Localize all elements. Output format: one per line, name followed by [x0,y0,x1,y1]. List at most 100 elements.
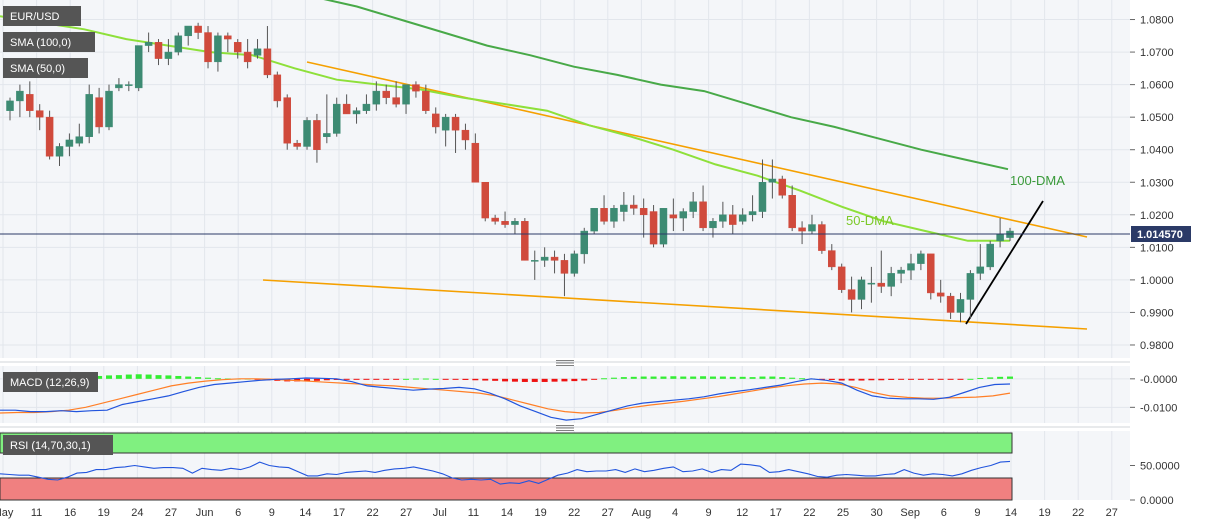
candle-bearish [639,208,648,216]
time-tick-label: 22 [1072,507,1084,519]
candle-bullish [768,178,777,183]
sma100-line [323,0,1009,171]
candle-bullish [441,116,450,131]
time-tick-label: May [0,507,14,519]
time-tick-label: 14 [501,507,513,519]
resize-handle-icon[interactable] [556,425,574,431]
candle-bearish [927,253,935,294]
candles-layer [6,22,1014,323]
macd-hist-bar-negative [828,378,835,380]
candle-bullish [6,100,14,111]
candle-bearish [293,142,301,147]
candle-bearish [837,266,846,290]
macd-hist-bar-positive [779,377,786,379]
macd-hist-bar-positive [610,377,617,379]
candle-bearish [382,90,390,98]
macd-line [0,377,1011,421]
macd-hist-bar-negative [502,378,509,382]
price-tick-label: 0.9800 [1140,340,1174,352]
macd-hist-bar-positive [175,375,182,379]
legend-rsi: RSI (14,70,30,1) [10,440,91,452]
candle-bearish [313,120,321,150]
candle-bearish [422,90,430,111]
time-tick-label: 19 [534,507,546,519]
candle-bearish [243,51,252,63]
candle-bullish [857,279,866,300]
candle-bullish [125,84,133,86]
price-tick-label: 1.0300 [1140,177,1174,189]
macd-hist-bar-positive [987,377,994,379]
time-tick-label: 12 [736,507,748,519]
candle-bearish [26,94,34,111]
lower-channel-trendline[interactable] [262,279,1088,330]
macd-tick-label: -0.0000 [1140,374,1177,386]
legend-sma100: SMA (100,0) [10,37,71,49]
candle-bullish [16,90,24,102]
candle-bullish [976,266,985,274]
candle-bearish [451,116,460,131]
macd-hist-bar-negative [947,378,954,380]
price-tick-label: 1.0600 [1140,80,1174,92]
candle-bearish [481,182,489,219]
candle-bullish [620,204,628,212]
time-tick-label: 9 [706,507,712,519]
legend-sma100-bg[interactable] [3,32,95,52]
time-tick-label: 17 [333,507,345,519]
candle-bullish [758,182,767,212]
candle-bearish [412,84,420,92]
candle-bearish [600,208,608,222]
candle-bullish [164,51,173,59]
macd-hist-bar-negative [353,378,360,380]
candle-bullish [105,90,113,128]
time-tick-label: 30 [870,507,882,519]
macd-hist-bar-positive [680,376,687,379]
time-axis: May 11 16 19 24 27 Jun 6 9 14 17 22 27 Jul 11 14 19 22 27 A… [0,507,1118,519]
time-tick-label: 11 [468,507,479,519]
rsi-axis: 50.0000 0.0000 [1130,461,1180,507]
macd-hist-bar-positive [739,376,746,379]
candle-bullish [570,253,579,274]
candle-bullish [402,84,410,105]
legend-sma50-bg[interactable] [3,58,88,78]
rsi-tick-label: 50.0000 [1140,461,1180,473]
time-tick-label: 6 [941,507,947,519]
time-tick-label: 22 [568,507,580,519]
price-tick-label: 1.0700 [1140,47,1174,59]
price-tick-label: 1.0100 [1140,242,1174,254]
macd-hist-bar-positive [195,377,202,379]
macd-hist-bar-positive [690,376,697,379]
legend-macd-bg[interactable] [3,372,98,392]
legend-rsi-bg[interactable] [3,435,113,455]
macd-hist-bar-negative [531,378,538,382]
candle-bearish [471,142,480,183]
candle-bullish [75,136,84,144]
candle-bullish [65,139,74,147]
macd-hist-bar-positive [759,376,766,379]
macd-hist-bar-negative [848,378,855,381]
candle-bullish [352,110,361,115]
price-tick-label: 1.0200 [1140,210,1174,222]
candle-bearish [828,250,836,268]
candle-bullish [303,120,311,147]
candle-bullish [590,208,598,232]
time-tick-label: 14 [1005,507,1017,519]
candle-bullish [907,263,915,271]
macd-hist-bar-positive [185,376,192,379]
macd-hist-bar-positive [700,376,707,379]
price-tick-label: 1.0500 [1140,112,1174,124]
macd-hist-bar-positive [630,376,637,379]
support-trendline[interactable] [965,200,1044,325]
annotation-100-dma: 100-DMA [1010,173,1065,188]
macd-hist-bar-positive [650,376,657,379]
macd-hist-bar-positive [125,374,132,379]
candle-bearish [95,97,103,128]
candle-bearish [461,129,470,141]
candle-bullish [332,103,341,134]
upper-channel-trendline[interactable] [306,61,1088,238]
candle-bullish [144,42,153,46]
candle-bullish [531,260,539,262]
macd-hist-bar-negative [581,378,588,381]
macd-hist-bar-negative [373,378,380,380]
resize-handle-icon[interactable] [556,360,574,366]
